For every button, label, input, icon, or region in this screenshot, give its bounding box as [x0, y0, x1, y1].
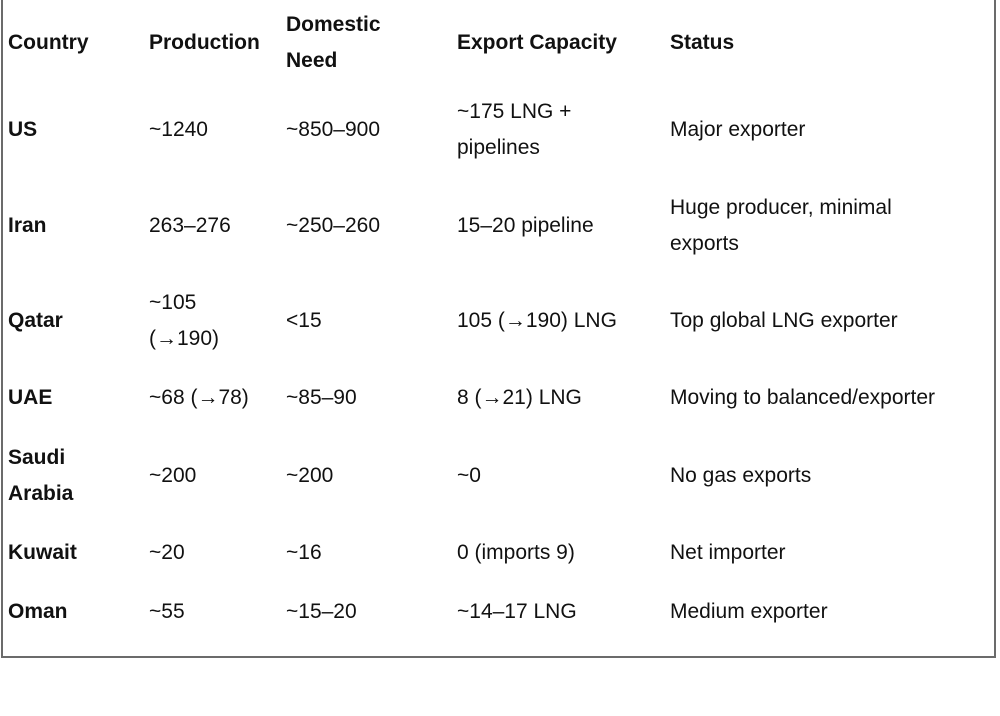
cell-export-capacity: 8 (→21) LNG — [457, 386, 582, 409]
cell-export-capacity: ~175 LNG + pipelines — [457, 100, 572, 159]
header-export-capacity: Export Capacity — [457, 31, 617, 54]
table-row: Kuwait ~20 ~16 0 (imports 9) Net importe… — [8, 524, 993, 582]
cell-export-capacity: ~14–17 LNG — [457, 600, 577, 623]
cell-production: ~55 — [149, 600, 185, 623]
table-header-row: Country Production Domestic Need Export … — [8, 4, 993, 82]
cell-production: ~1240 — [149, 118, 208, 141]
cell-domestic-need: <15 — [286, 309, 322, 332]
cell-country: US — [8, 118, 38, 141]
cell-status: Top global LNG exporter — [670, 309, 898, 332]
header-domestic-need-line1: Domestic — [286, 13, 381, 36]
cell-status: Net importer — [670, 541, 786, 564]
cell-country: Kuwait — [8, 541, 77, 564]
table-row: UAE ~68 (→78) ~85–90 8 (→21) LNG Moving … — [8, 368, 993, 428]
cell-status: Medium exporter — [670, 600, 828, 623]
cell-domestic-need: ~850–900 — [286, 118, 381, 141]
table-row: US ~1240 ~850–900 ~175 LNG + pipelines M… — [8, 82, 993, 178]
cell-domestic-need: ~16 — [286, 541, 322, 564]
cell-export-capacity: 105 (→190) LNG — [457, 309, 617, 332]
cell-country: Iran — [8, 214, 47, 237]
cell-country: Oman — [8, 600, 68, 623]
cell-status: Moving to balanced/exporter — [670, 386, 935, 409]
cell-status: Huge producer, minimal exports — [670, 196, 892, 255]
header-domestic-need-line2: Need — [286, 49, 338, 72]
cell-domestic-need: ~200 — [286, 464, 334, 487]
cell-domestic-need: ~85–90 — [286, 386, 357, 409]
table-frame — [1, 0, 996, 658]
cell-export-capacity: 0 (imports 9) — [457, 541, 575, 564]
cell-export-capacity: 15–20 pipeline — [457, 214, 594, 237]
table-row: Qatar ~105 (→190) <15 105 (→190) LNG Top… — [8, 274, 993, 368]
cell-export-capacity: ~0 — [457, 464, 481, 487]
table-row: Oman ~55 ~15–20 ~14–17 LNG Medium export… — [8, 582, 993, 642]
table-row: Saudi Arabia ~200 ~200 ~0 No gas exports — [8, 428, 993, 524]
cell-production: ~105 (→190) — [149, 291, 220, 350]
header-domestic-need: Domestic Need — [286, 4, 457, 82]
cell-production: ~68 (→78) — [149, 386, 249, 409]
cell-country: Saudi Arabia — [8, 446, 74, 505]
table-row: Iran 263–276 ~250–260 15–20 pipeline Hug… — [8, 178, 993, 274]
gas-production-table: Country Production Domestic Need Export … — [8, 4, 993, 642]
header-country: Country — [8, 31, 89, 54]
cell-status: No gas exports — [670, 464, 812, 487]
cell-domestic-need: ~15–20 — [286, 600, 357, 623]
header-status: Status — [670, 31, 735, 54]
cell-production: 263–276 — [149, 214, 231, 237]
cell-production: ~200 — [149, 464, 197, 487]
header-production: Production — [149, 31, 260, 54]
cell-country: Qatar — [8, 309, 63, 332]
cell-domestic-need: ~250–260 — [286, 214, 381, 237]
cell-production: ~20 — [149, 541, 185, 564]
cell-country: UAE — [8, 386, 53, 409]
cell-status: Major exporter — [670, 118, 806, 141]
